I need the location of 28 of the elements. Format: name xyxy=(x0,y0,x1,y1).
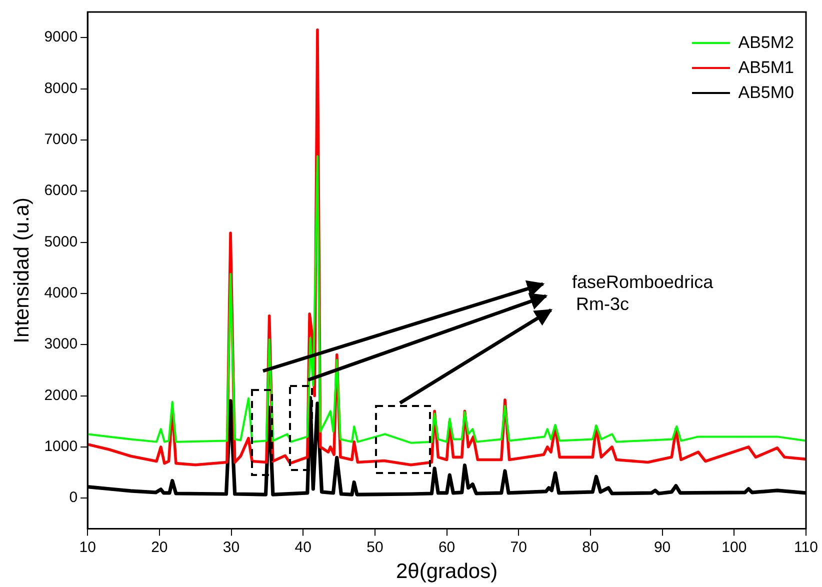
y-tick-label: 0 xyxy=(69,489,78,506)
y-tick-label: 4000 xyxy=(44,284,78,302)
x-tick-label: 50 xyxy=(366,538,384,556)
y-tick-label: 2000 xyxy=(44,386,78,404)
x-tick-label: 100 xyxy=(722,538,747,556)
x-tick-label: 40 xyxy=(294,538,312,556)
legend-label: AB5M0 xyxy=(738,82,794,102)
y-tick-label: 9000 xyxy=(44,28,78,46)
x-tick-label: 60 xyxy=(438,538,456,556)
x-tick-label: 20 xyxy=(151,538,168,556)
x-tick-label: 70 xyxy=(510,538,527,556)
annotation: faseRomboedrica xyxy=(572,272,714,293)
x-tick-label: 90 xyxy=(654,538,671,556)
x-axis-title: 2θ(grados) xyxy=(396,560,498,584)
legend-label: AB5M2 xyxy=(738,32,794,52)
y-tick-label: 5000 xyxy=(44,233,78,250)
annotation: Rm-3c xyxy=(576,294,629,315)
x-tick-label: 80 xyxy=(582,538,599,556)
y-axis-title: Intensidad (u.a) xyxy=(10,197,34,344)
legend-label: AB5M1 xyxy=(738,58,794,78)
y-tick-label: 6000 xyxy=(44,182,78,200)
y-tick-label: 3000 xyxy=(44,336,78,353)
x-tick-label: 10 xyxy=(79,538,96,556)
y-tick-label: 7000 xyxy=(44,131,78,148)
x-tick-label: 110 xyxy=(794,538,818,556)
y-tick-label: 1000 xyxy=(44,438,78,456)
x-tick-label: 30 xyxy=(222,538,240,556)
y-tick-label: 8000 xyxy=(44,80,78,97)
